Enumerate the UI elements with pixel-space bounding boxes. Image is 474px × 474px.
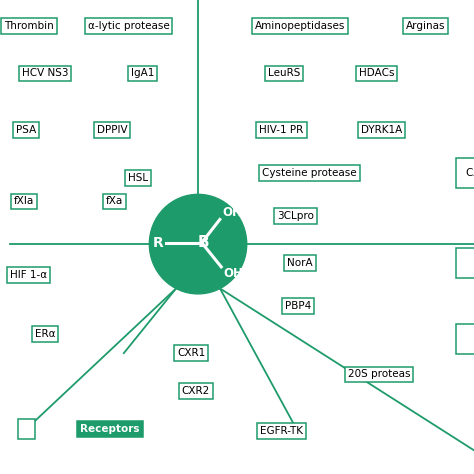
Text: 20S proteas: 20S proteas [347, 369, 410, 380]
Text: B: B [197, 235, 209, 250]
Text: Thrombin: Thrombin [4, 21, 54, 31]
Text: EGFR-TK: EGFR-TK [260, 426, 303, 437]
Text: CXR1: CXR1 [177, 348, 205, 358]
Text: R: R [153, 236, 164, 250]
Text: OH: OH [222, 206, 242, 219]
Text: ERα: ERα [35, 329, 55, 339]
Text: C.: C. [465, 168, 474, 178]
Text: α-lytic protease: α-lytic protease [88, 21, 169, 31]
Text: Receptors: Receptors [80, 424, 140, 434]
Text: fXa: fXa [106, 196, 123, 207]
Text: Arginas: Arginas [406, 21, 445, 31]
Circle shape [149, 194, 247, 294]
FancyBboxPatch shape [456, 248, 474, 279]
Text: PSA: PSA [16, 125, 36, 136]
Text: CXR2: CXR2 [182, 386, 210, 396]
Text: IgA1: IgA1 [131, 68, 154, 79]
Text: HIV-1 PR: HIV-1 PR [259, 125, 304, 136]
Text: PBP4: PBP4 [284, 301, 311, 311]
FancyBboxPatch shape [456, 158, 474, 188]
Text: 3CLpro: 3CLpro [277, 210, 314, 221]
Text: Aminopeptidases: Aminopeptidases [255, 21, 345, 31]
Text: HSL: HSL [128, 173, 148, 183]
Text: Cysteine protease: Cysteine protease [262, 168, 356, 178]
FancyBboxPatch shape [456, 324, 474, 355]
Text: HIF 1-α: HIF 1-α [10, 270, 47, 280]
Text: NorA: NorA [287, 258, 313, 268]
Text: HCV NS3: HCV NS3 [22, 68, 68, 79]
Text: LeuRS: LeuRS [268, 68, 300, 79]
Text: DPPIV: DPPIV [97, 125, 128, 136]
Text: HDACs: HDACs [359, 68, 394, 79]
Text: OH: OH [223, 267, 243, 281]
Text: fXIa: fXIa [14, 196, 34, 207]
Text: DYRK1A: DYRK1A [361, 125, 402, 136]
